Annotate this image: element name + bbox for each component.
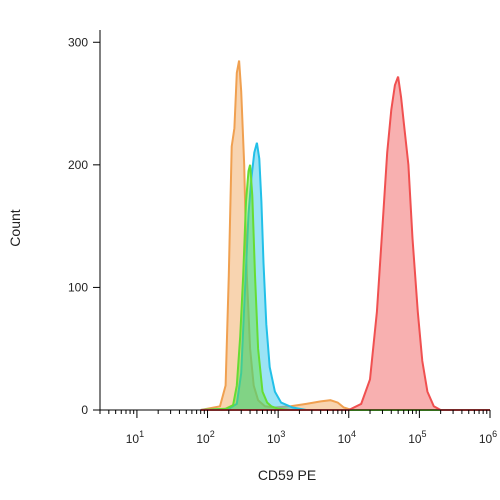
series-layer (200, 60, 490, 411)
series-0-line (200, 60, 490, 411)
y-tick-label: 0 (81, 403, 88, 417)
ticks-layer: 0 100 200 300 101 102 103 104 105 106 (68, 35, 497, 446)
series-1-line (200, 142, 490, 411)
series-2-line (200, 164, 490, 411)
series-1-area (200, 142, 490, 411)
x-tick-label: 101 (126, 429, 144, 446)
y-tick-label: 100 (68, 280, 88, 294)
y-axis-title: Count (7, 209, 23, 246)
series-3-line (200, 76, 490, 411)
x-tick-label: 102 (196, 429, 214, 446)
series-3-area (200, 76, 490, 410)
y-tick-label: 200 (68, 158, 88, 172)
x-tick-label: 106 (479, 429, 497, 446)
y-tick-label: 300 (68, 35, 88, 49)
series-0-area (200, 60, 490, 410)
x-axis-title: CD59 PE (258, 467, 316, 483)
x-tick-label: 104 (338, 429, 356, 446)
axes-layer (99, 30, 490, 411)
x-tick-label: 105 (408, 429, 426, 446)
x-tick-label: 103 (267, 429, 285, 446)
